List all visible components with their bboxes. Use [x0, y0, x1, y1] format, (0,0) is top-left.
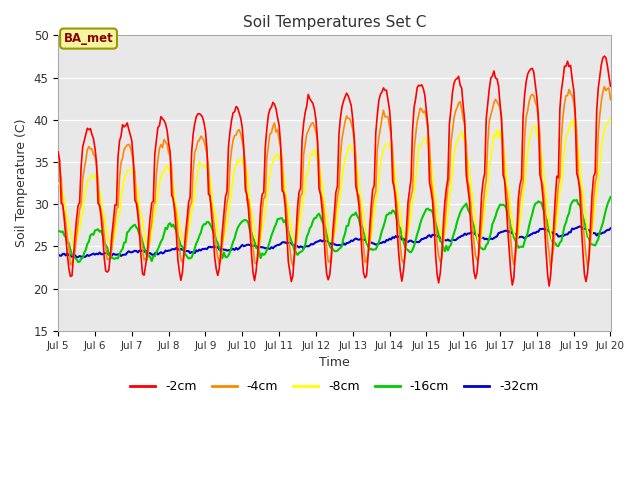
Title: Soil Temperatures Set C: Soil Temperatures Set C: [243, 15, 426, 30]
Y-axis label: Soil Temperature (C): Soil Temperature (C): [15, 119, 28, 247]
Legend: -2cm, -4cm, -8cm, -16cm, -32cm: -2cm, -4cm, -8cm, -16cm, -32cm: [125, 375, 543, 398]
X-axis label: Time: Time: [319, 356, 349, 369]
Text: BA_met: BA_met: [63, 32, 113, 45]
